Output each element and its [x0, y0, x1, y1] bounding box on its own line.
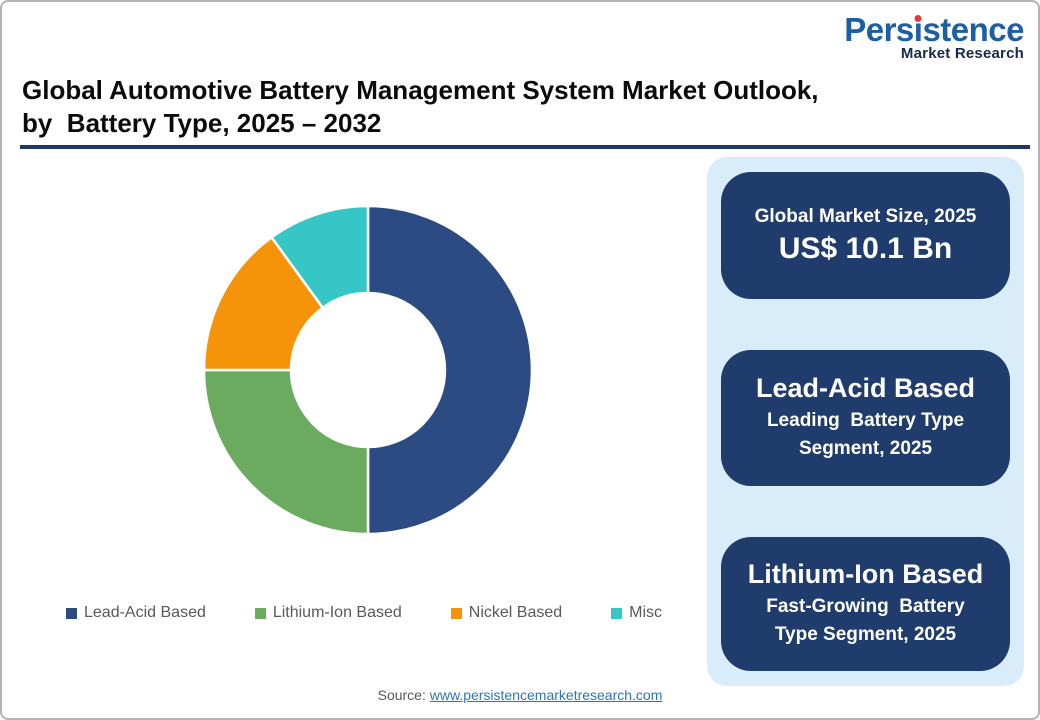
fast-growing-segment-card: Lithium-Ion Based Fast-Growing Battery T…	[721, 537, 1010, 671]
market-size-value: US$ 10.1 Bn	[778, 231, 953, 265]
logo-wordmark-i: ı	[913, 11, 923, 48]
page-title: Global Automotive Battery Management Sys…	[22, 74, 1012, 141]
legend-label-misc: Misc	[629, 604, 662, 621]
legend-swatch-lead-acid-based	[66, 607, 77, 619]
source-label: Source:	[377, 687, 426, 703]
legend-label-nickel-based: Nickel Based	[468, 604, 563, 621]
chart-legend: Lead-Acid Based Lithium-Ion Based Nickel B…	[66, 604, 662, 622]
logo-red-dot-icon	[914, 14, 922, 22]
leading-segment-subtitle: Leading Battery Type Segment, 2025	[766, 410, 965, 459]
page-title-line2: by Battery Type, 2025 – 2032	[22, 108, 382, 139]
legend-item-lithium-ion-based: Lithium-Ion Based	[254, 604, 402, 622]
logo-tagline: Market Research	[900, 45, 1024, 63]
donut-slice-lithium-ion-based	[202, 368, 370, 536]
fast-growing-segment-title: Lithium-Ion Based	[747, 559, 984, 590]
market-size-heading: Global Market Size, 2025	[754, 205, 977, 227]
donut-slice-nickel-based	[202, 236, 324, 372]
source-line: Source: www.persistencemarketresearch.co…	[2, 687, 1038, 703]
legend-swatch-misc	[611, 607, 623, 619]
donut-chart	[202, 204, 534, 536]
highlights-panel: Global Market Size, 2025 US$ 10.1 Bn Lea…	[707, 157, 1024, 686]
donut-slice-lead-acid-based	[366, 204, 534, 536]
page-title-line1: Global Automotive Battery Management Sys…	[22, 75, 819, 105]
legend-swatch-lithium-ion-based	[254, 607, 266, 619]
legend-swatch-nickel-based	[450, 607, 462, 619]
logo-wordmark-post: stence	[922, 11, 1024, 48]
legend-item-nickel-based: Nickel Based	[450, 604, 563, 622]
leading-segment-card: Lead-Acid Based Leading Battery Type Seg…	[721, 350, 1010, 486]
legend-label-lithium-ion-based: Lithium-Ion Based	[272, 604, 402, 621]
leading-segment-title: Lead-Acid Based	[755, 373, 976, 404]
legend-label-lead-acid-based: Lead-Acid Based	[84, 604, 206, 621]
source-link[interactable]: www.persistencemarketresearch.com	[429, 687, 663, 703]
donut-slice-misc	[270, 204, 370, 309]
logo-wordmark: Persı stence	[844, 11, 1024, 48]
persistence-logo: Persı stence Market Research	[844, 11, 1024, 63]
fast-growing-segment-subtitle: Fast-Growing Battery Type Segment, 2025	[766, 596, 965, 645]
legend-item-lead-acid-based: Lead-Acid Based	[66, 604, 206, 622]
logo-wordmark-pre: Pers	[844, 11, 914, 48]
market-size-card: Global Market Size, 2025 US$ 10.1 Bn	[721, 172, 1010, 299]
title-underline	[20, 145, 1030, 149]
legend-item-misc: Misc	[611, 604, 662, 622]
